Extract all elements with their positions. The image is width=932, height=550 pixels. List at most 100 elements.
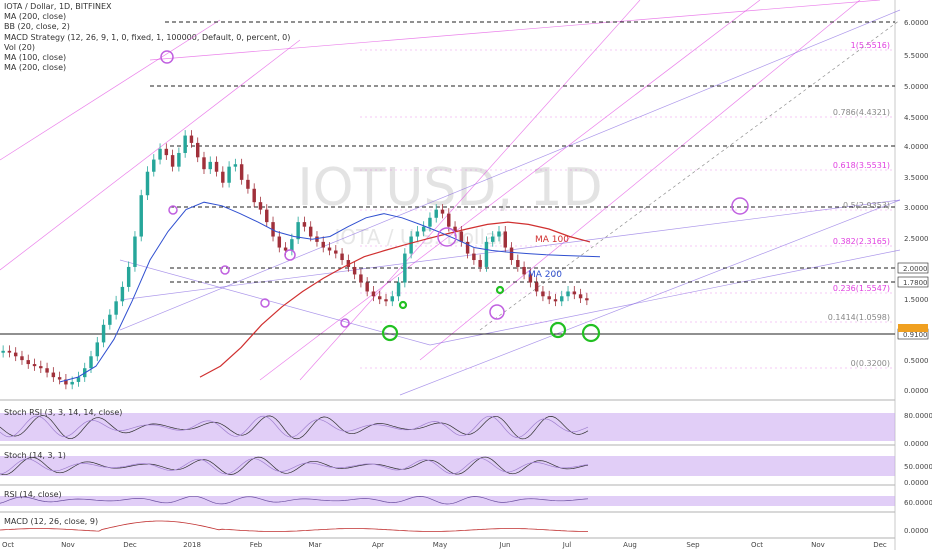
x-axis-tick-label: Jul <box>562 541 572 549</box>
price-axis-tick-label: 0.0000 <box>904 387 929 395</box>
indicator-bb[interactable]: BB (20, close, 2) <box>4 22 70 32</box>
indicator-macd-strategy[interactable]: MACD Strategy (12, 26, 9, 1, 0, fixed, 1… <box>4 32 291 42</box>
signal-circle <box>381 324 399 342</box>
candle-body <box>7 350 12 353</box>
candle-body <box>246 179 250 189</box>
stoch-rsi-axis-label: 0.0000 <box>904 440 929 448</box>
candle-body <box>108 314 112 325</box>
signal-circle <box>549 321 567 339</box>
pattern-circle <box>168 205 178 215</box>
stoch-band <box>0 456 895 476</box>
candle-body <box>560 296 564 302</box>
stoch-label[interactable]: Stoch (14, 3, 1) <box>4 451 66 460</box>
macd-label[interactable]: MACD (12, 26, close, 9) <box>4 517 99 526</box>
trend-line <box>429 249 901 346</box>
pattern-circle <box>340 318 350 328</box>
candle-body <box>26 360 30 365</box>
rsi-label[interactable]: RSI (14, close) <box>4 490 62 499</box>
price-badge-text: 0.9100 <box>903 331 928 339</box>
candle-body <box>70 381 74 385</box>
candle-body <box>39 366 43 369</box>
stoch-axis-label: 50.0000 <box>904 463 932 471</box>
candle-body <box>365 282 369 292</box>
candle-body <box>421 226 426 232</box>
candle-body <box>352 266 357 275</box>
price-badge-text: 2.0000 <box>903 265 928 273</box>
candle-body <box>334 250 338 254</box>
candle-body <box>126 266 131 287</box>
candle-body <box>64 379 68 385</box>
candle-body <box>509 247 514 261</box>
current-price-badge <box>898 324 928 332</box>
fib-level-label: 0.382(2.3165) <box>833 237 890 246</box>
pattern-circle <box>284 249 296 261</box>
candle-body <box>139 195 143 237</box>
ma100-label: MA 100 <box>535 235 569 245</box>
candle-body <box>384 299 388 302</box>
candle-body <box>516 260 520 267</box>
stoch-rsi-d-line <box>0 415 589 438</box>
candle-body <box>302 222 307 227</box>
price-axis-tick-label: 3.0000 <box>904 204 929 212</box>
price-axis-tick-label: 1.5000 <box>904 296 929 304</box>
candle-body <box>459 231 464 242</box>
ma200-label: MA 200 <box>528 270 562 280</box>
candle-body <box>390 296 395 302</box>
candle-body <box>497 231 501 237</box>
candle-body <box>315 236 319 242</box>
candle-body <box>221 171 225 183</box>
price-axis-tick-label: 2.5000 <box>904 235 929 243</box>
candle-body <box>327 247 332 251</box>
indicator-ma200-2[interactable]: MA (200, close) <box>4 63 67 73</box>
pattern-circle <box>260 298 270 308</box>
pattern-circle <box>160 50 174 64</box>
candle-body <box>208 161 212 170</box>
candle-body <box>45 368 49 373</box>
price-axis-tick-label: 0.5000 <box>904 357 929 365</box>
macd-line <box>0 520 588 532</box>
candle-body <box>371 291 376 297</box>
candle-body <box>290 239 294 251</box>
price-badge-box <box>897 276 929 288</box>
x-axis-tick-label: May <box>433 541 447 549</box>
candle-body <box>453 226 457 232</box>
candle-body <box>177 152 181 167</box>
fib-level-label: 0.618(3.5531) <box>833 161 890 170</box>
candle-body <box>227 166 231 183</box>
candle-body <box>158 148 162 160</box>
candle-body <box>465 241 470 254</box>
candle-body <box>57 377 62 380</box>
indicator-ma100[interactable]: MA (100, close) <box>4 52 67 62</box>
candle-body <box>277 236 282 248</box>
signal-circle <box>581 323 601 343</box>
stoch-rsi-axis-label: 80.0000 <box>904 412 932 420</box>
candle-body <box>252 188 256 203</box>
trend-line <box>149 0 881 61</box>
rsi-line <box>0 495 589 505</box>
ma200-series-line <box>59 201 601 383</box>
symbol-title[interactable]: IOTA / Dollar, 1D, BITFINEX <box>4 2 112 11</box>
price-badge-box <box>897 262 929 274</box>
x-axis-tick-label: Apr <box>372 541 384 549</box>
candle-body <box>566 291 570 297</box>
trend-line <box>0 19 221 161</box>
indicator-vol[interactable]: Vol (20) <box>4 42 35 52</box>
candle-body <box>214 161 219 172</box>
candle-body <box>547 296 551 300</box>
stoch-rsi-label[interactable]: Stoch RSI (3, 3, 14, 14, close) <box>4 408 123 417</box>
candle-body <box>296 222 300 240</box>
candle-body <box>321 241 325 248</box>
candle-body <box>478 260 482 267</box>
indicator-ma200[interactable]: MA (200, close) <box>4 12 67 22</box>
x-axis-tick-label: Jun <box>499 541 511 549</box>
candle-body <box>403 253 407 283</box>
candle-body <box>409 236 413 254</box>
fib-level-label: 0.1414(1.0598) <box>828 313 890 322</box>
candle-body <box>447 213 451 227</box>
candle-body <box>522 266 526 275</box>
trend-line <box>259 0 761 381</box>
fib-level-label: 0.786(4.4321) <box>833 108 890 117</box>
legend: IOTA / Dollar, 1D, BITFINEX MA (200, clo… <box>4 2 290 73</box>
price-axis-tick-label: 4.5000 <box>904 114 929 122</box>
